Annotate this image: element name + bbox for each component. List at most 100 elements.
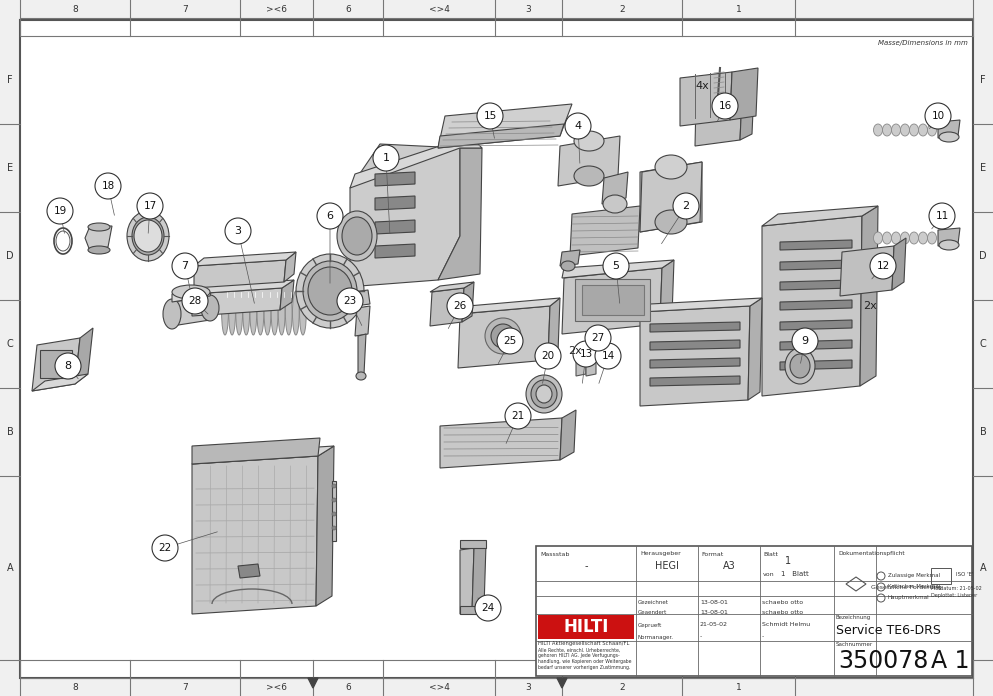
Text: 8: 8 bbox=[65, 361, 71, 371]
Ellipse shape bbox=[337, 211, 377, 261]
Polygon shape bbox=[75, 328, 93, 384]
Bar bbox=[536, 546, 972, 676]
Polygon shape bbox=[557, 678, 567, 688]
Polygon shape bbox=[650, 376, 740, 386]
Circle shape bbox=[929, 203, 955, 229]
Polygon shape bbox=[192, 456, 318, 614]
Text: 2: 2 bbox=[682, 201, 689, 211]
Polygon shape bbox=[192, 438, 320, 464]
Text: 4x: 4x bbox=[695, 81, 709, 91]
Polygon shape bbox=[375, 244, 415, 258]
Text: 2: 2 bbox=[620, 683, 625, 692]
Text: E: E bbox=[7, 163, 13, 173]
Ellipse shape bbox=[293, 291, 299, 335]
Ellipse shape bbox=[257, 291, 264, 335]
Circle shape bbox=[182, 288, 208, 314]
Ellipse shape bbox=[221, 291, 228, 335]
Ellipse shape bbox=[883, 124, 892, 136]
Polygon shape bbox=[780, 360, 852, 370]
Text: 20: 20 bbox=[541, 351, 554, 361]
Text: 350078: 350078 bbox=[838, 649, 928, 673]
Circle shape bbox=[447, 293, 473, 319]
Ellipse shape bbox=[300, 291, 306, 335]
Text: 27: 27 bbox=[592, 333, 605, 343]
Text: Geprueft: Geprueft bbox=[638, 622, 662, 628]
Text: von: von bbox=[763, 571, 775, 576]
Ellipse shape bbox=[303, 261, 357, 321]
Ellipse shape bbox=[919, 232, 927, 244]
Text: 7: 7 bbox=[182, 4, 188, 13]
Circle shape bbox=[95, 173, 121, 199]
Text: A 1: A 1 bbox=[931, 649, 969, 673]
Polygon shape bbox=[85, 226, 112, 251]
Polygon shape bbox=[660, 260, 674, 324]
Text: 2x: 2x bbox=[568, 346, 582, 356]
Bar bbox=[332, 481, 336, 541]
Text: 1: 1 bbox=[736, 683, 742, 692]
Circle shape bbox=[152, 535, 178, 561]
Text: 16: 16 bbox=[718, 101, 732, 111]
Ellipse shape bbox=[332, 512, 336, 516]
Polygon shape bbox=[780, 260, 852, 270]
Ellipse shape bbox=[901, 124, 910, 136]
Text: 1: 1 bbox=[382, 153, 389, 163]
Ellipse shape bbox=[919, 124, 927, 136]
Circle shape bbox=[595, 343, 621, 369]
Polygon shape bbox=[375, 220, 415, 234]
Polygon shape bbox=[192, 446, 334, 464]
Text: D: D bbox=[6, 251, 14, 261]
Ellipse shape bbox=[356, 372, 366, 380]
Polygon shape bbox=[640, 162, 702, 232]
Polygon shape bbox=[576, 360, 586, 376]
Text: 21: 21 bbox=[511, 411, 524, 421]
Polygon shape bbox=[355, 306, 370, 336]
Polygon shape bbox=[194, 252, 296, 266]
Bar bbox=[460, 606, 486, 614]
Polygon shape bbox=[438, 148, 482, 280]
Ellipse shape bbox=[201, 295, 219, 321]
Text: 2: 2 bbox=[620, 4, 625, 13]
Polygon shape bbox=[375, 172, 415, 186]
Circle shape bbox=[673, 193, 699, 219]
Text: Hauptmerkmal: Hauptmerkmal bbox=[888, 596, 929, 601]
Polygon shape bbox=[458, 298, 560, 314]
Text: -: - bbox=[700, 635, 702, 640]
Polygon shape bbox=[748, 298, 762, 400]
Text: A: A bbox=[980, 563, 986, 573]
Text: ><6: ><6 bbox=[266, 683, 287, 692]
Text: handlung, wie Kopieren oder Weitergabe: handlung, wie Kopieren oder Weitergabe bbox=[538, 660, 632, 665]
Ellipse shape bbox=[531, 380, 557, 408]
Polygon shape bbox=[430, 282, 474, 292]
Polygon shape bbox=[650, 358, 740, 368]
Ellipse shape bbox=[491, 324, 515, 348]
Ellipse shape bbox=[574, 131, 604, 151]
Text: 2x: 2x bbox=[863, 301, 877, 311]
Bar bbox=[460, 540, 486, 548]
Text: 6: 6 bbox=[346, 683, 351, 692]
Text: Dokumentationspflicht: Dokumentationspflicht bbox=[838, 551, 905, 557]
Ellipse shape bbox=[172, 285, 210, 299]
Text: Sachnummer: Sachnummer bbox=[836, 642, 873, 647]
Ellipse shape bbox=[132, 217, 164, 255]
Text: bedarf unserer vorherigen Zustimmung.: bedarf unserer vorherigen Zustimmung. bbox=[538, 665, 631, 670]
Text: 22: 22 bbox=[158, 543, 172, 553]
Text: 25: 25 bbox=[503, 336, 516, 346]
Ellipse shape bbox=[308, 267, 352, 315]
Text: -: - bbox=[584, 561, 588, 571]
Text: F: F bbox=[980, 75, 986, 85]
Ellipse shape bbox=[790, 354, 810, 378]
Polygon shape bbox=[32, 338, 80, 391]
Ellipse shape bbox=[296, 254, 364, 328]
Ellipse shape bbox=[134, 220, 162, 252]
Text: 1: 1 bbox=[785, 556, 791, 566]
Text: -: - bbox=[762, 635, 765, 640]
Ellipse shape bbox=[342, 217, 372, 255]
Circle shape bbox=[373, 145, 399, 171]
Circle shape bbox=[55, 353, 81, 379]
Circle shape bbox=[477, 103, 503, 129]
Polygon shape bbox=[762, 216, 862, 396]
Circle shape bbox=[505, 403, 531, 429]
Text: 26: 26 bbox=[454, 301, 467, 311]
Polygon shape bbox=[438, 104, 572, 148]
Text: 15: 15 bbox=[484, 111, 496, 121]
